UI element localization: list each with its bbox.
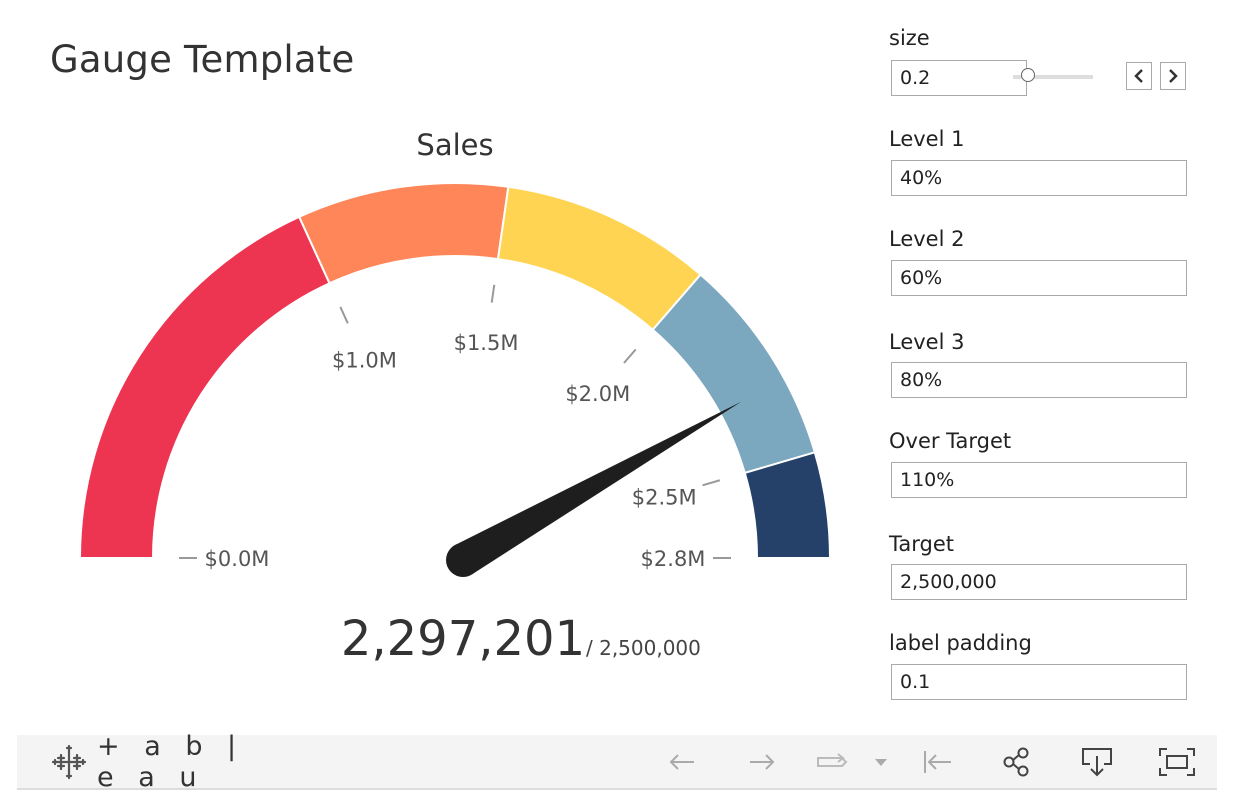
level2-input[interactable] [891,260,1187,296]
gauge-tick-label-6: $2.8M [641,547,706,571]
revert-dropdown-button[interactable] [871,735,891,788]
size-input[interactable] [891,60,1027,96]
redo-button[interactable] [742,735,782,788]
label-padding-input[interactable] [891,664,1187,700]
chevron-left-icon [1134,69,1143,83]
size-slider-thumb[interactable] [1021,68,1035,82]
page-title: Gauge Template [50,38,355,81]
level1-label: Level 1 [889,127,965,151]
size-label: size [889,26,930,50]
revert-button[interactable] [812,735,852,788]
fullscreen-button[interactable] [1155,735,1199,788]
tableau-brand[interactable]: + a b | e a u [97,731,277,793]
over-target-label: Over Target [889,429,1012,453]
chevron-right-icon [1169,69,1178,83]
label-padding-label: label padding [889,631,1032,655]
gauge-tick-2 [339,306,349,324]
gauge-needle-hub [446,543,480,577]
gauge-tick-4 [623,348,637,364]
gauge-tick-label-1: $0.0M [205,547,270,571]
reset-button[interactable] [917,735,957,788]
share-button[interactable] [997,735,1037,788]
level3-label: Level 3 [889,330,965,354]
gauge-tick-label-3: $1.5M [454,331,519,355]
download-button[interactable] [1075,735,1119,788]
reset-icon [924,750,951,773]
download-icon [1082,747,1112,776]
dropdown-icon [875,758,887,766]
share-icon [1003,747,1029,776]
level3-input[interactable] [891,362,1187,398]
tableau-wordmark: + a b | e a u [97,730,245,793]
target-label: Target [889,532,954,556]
gauge-band-5 [743,451,832,559]
gauge-tick-label-2: $1.0M [332,349,397,373]
gauge-needle [454,401,742,575]
level2-label: Level 2 [889,227,965,251]
gauge-band-4 [651,273,817,475]
gauge-tick-5 [702,479,721,487]
gauge-value: 2,297,201 [341,611,585,667]
tableau-logo-icon[interactable] [47,735,91,788]
redo-icon [750,753,775,770]
gauge-chart: Sales $0.0M $1.0M $1.5M $2.0M $2.5M $2.8M 2,2… [78,128,832,667]
gauge-band-1 [78,215,331,559]
over-target-input[interactable] [891,462,1187,498]
step-next-button[interactable] [1160,62,1186,90]
level1-input[interactable] [891,160,1187,196]
fullscreen-icon [1159,747,1195,776]
chart-title: Sales [416,128,493,162]
size-slider[interactable] [1013,75,1093,79]
target-input[interactable] [891,564,1187,600]
gauge-target-label: / 2,500,000 [586,636,701,660]
step-prev-button[interactable] [1126,62,1152,90]
gauge-tick-label-4: $2.0M [565,382,630,406]
undo-icon [669,753,694,770]
revert-icon [817,752,848,767]
gauge-band-2 [297,182,510,285]
gauge-tick-3 [490,284,496,303]
undo-button[interactable] [662,735,702,788]
toolbar: + a b | e a u [17,731,1217,793]
gauge-tick-label-5: $2.5M [632,486,697,510]
